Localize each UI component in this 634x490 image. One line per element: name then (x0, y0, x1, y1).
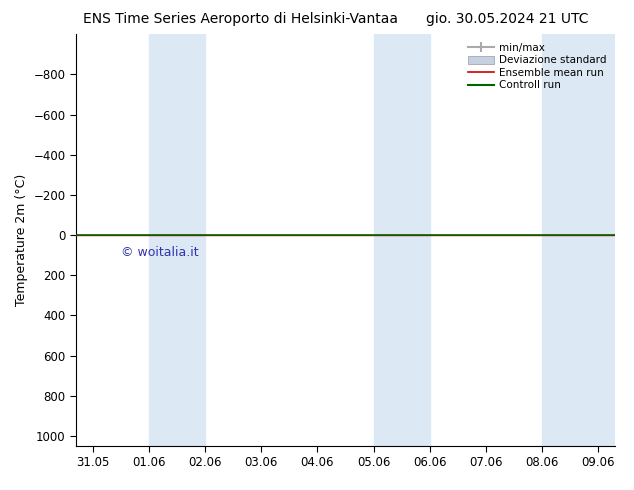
Bar (149, 34, 205, 446)
Bar (542, 34, 634, 446)
Text: © woitalia.it: © woitalia.it (121, 246, 198, 259)
Legend: min/max, Deviazione standard, Ensemble mean run, Controll run: min/max, Deviazione standard, Ensemble m… (465, 40, 610, 94)
Text: gio. 30.05.2024 21 UTC: gio. 30.05.2024 21 UTC (426, 12, 588, 26)
Bar (373, 34, 430, 446)
Y-axis label: Temperature 2m (°C): Temperature 2m (°C) (15, 174, 28, 306)
Text: ENS Time Series Aeroporto di Helsinki-Vantaa: ENS Time Series Aeroporto di Helsinki-Va… (84, 12, 398, 26)
